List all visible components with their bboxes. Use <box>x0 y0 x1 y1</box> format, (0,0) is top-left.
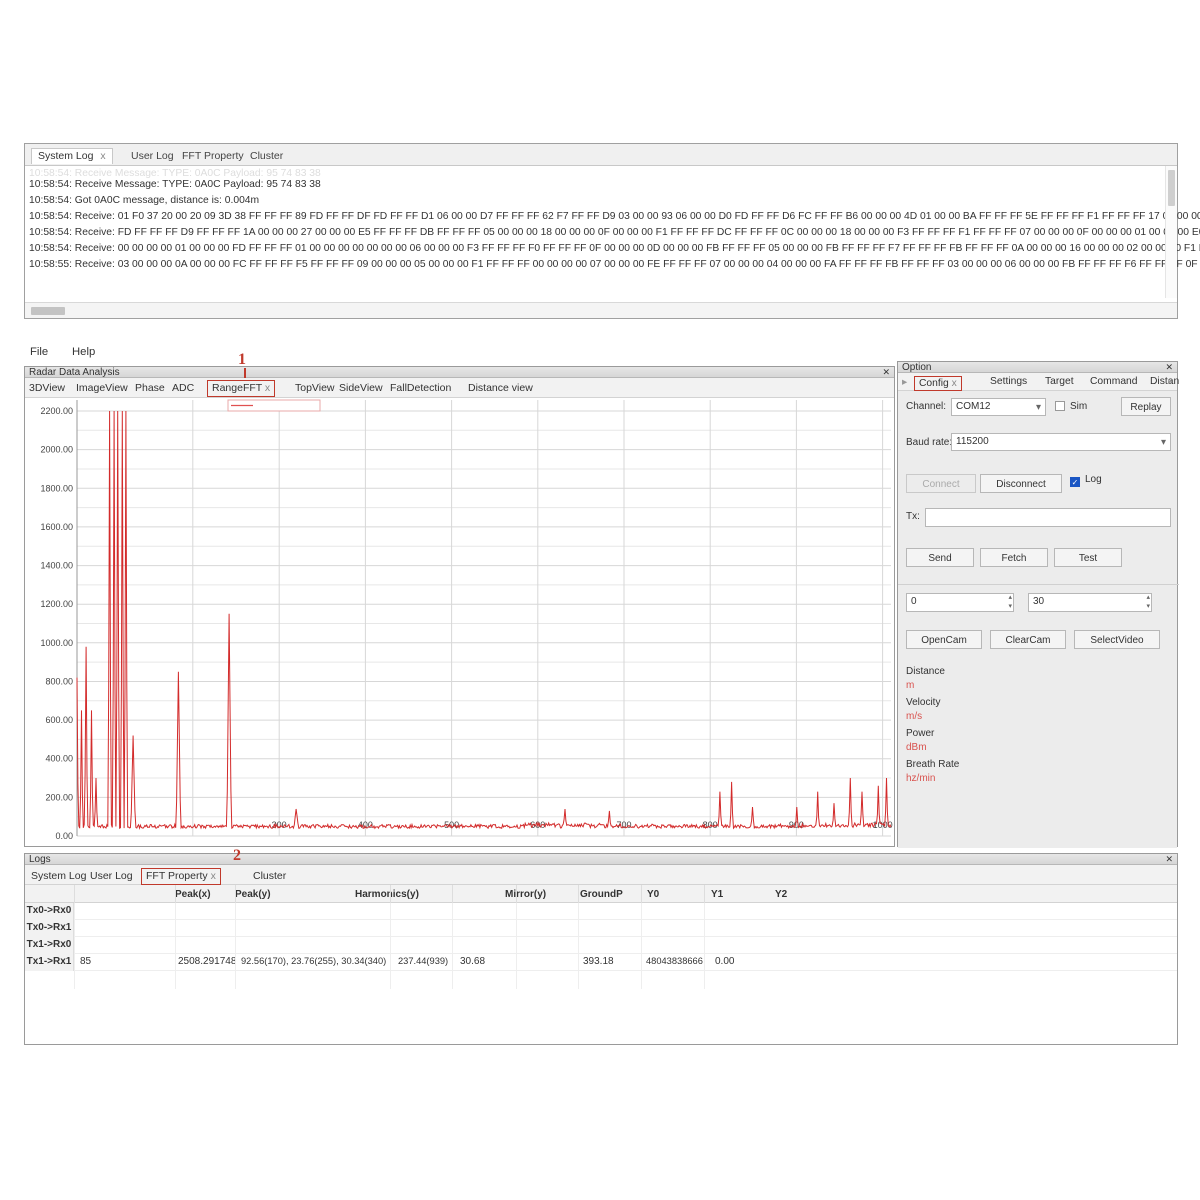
svg-text:2000.00: 2000.00 <box>40 445 73 455</box>
svg-text:700: 700 <box>616 820 631 830</box>
svg-text:2200.00: 2200.00 <box>40 406 73 416</box>
svg-text:1200.00: 1200.00 <box>40 599 73 609</box>
svg-text:200.00: 200.00 <box>45 792 73 802</box>
svg-text:1400.00: 1400.00 <box>40 561 73 571</box>
svg-text:1800.00: 1800.00 <box>40 483 73 493</box>
svg-text:800.00: 800.00 <box>45 677 73 687</box>
svg-text:400.00: 400.00 <box>45 754 73 764</box>
svg-text:1000.00: 1000.00 <box>40 638 73 648</box>
svg-text:600.00: 600.00 <box>45 715 73 725</box>
svg-text:1600.00: 1600.00 <box>40 522 73 532</box>
svg-text:0.00: 0.00 <box>55 831 73 841</box>
